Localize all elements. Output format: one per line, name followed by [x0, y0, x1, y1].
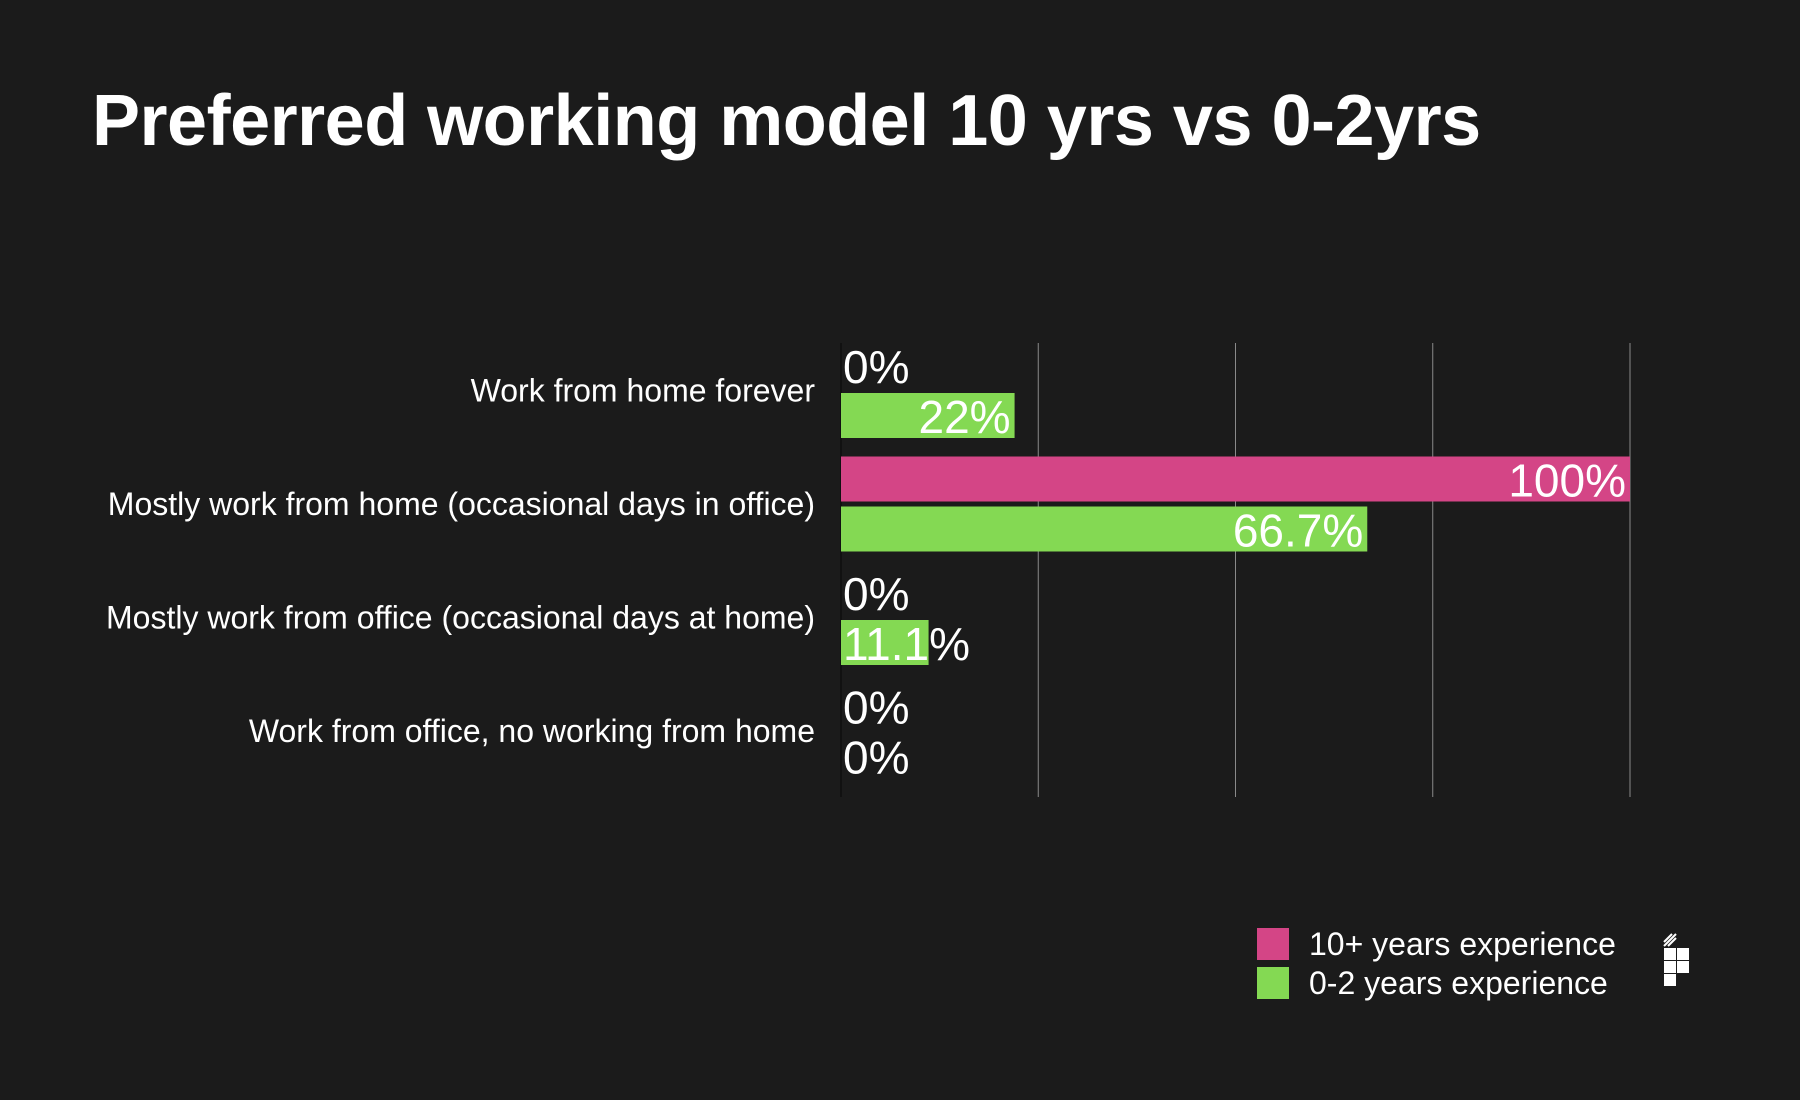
data-label: 0%: [843, 682, 909, 734]
data-label: 0%: [843, 568, 909, 620]
data-label: 22%: [919, 391, 1011, 443]
category-label: Mostly work from home (occasional days i…: [108, 486, 815, 522]
legend-swatch: [1257, 967, 1289, 999]
legend-entry: 0-2 years experience: [1309, 965, 1608, 1001]
bar: [841, 506, 1368, 552]
category-label: Work from office, no working from home: [249, 713, 815, 749]
pixel-grid-logo-icon: [1663, 933, 1689, 986]
chart-title: Preferred working model 10 yrs vs 0-2yrs: [92, 81, 1481, 161]
data-label: 11.1%: [843, 618, 970, 670]
data-label: 100%: [1508, 455, 1626, 507]
data-label: 0%: [843, 341, 909, 393]
legend-entry: 10+ years experience: [1309, 926, 1616, 962]
category-label: Mostly work from office (occasional days…: [106, 600, 815, 636]
bar: [841, 620, 929, 665]
category-label: Work from home forever: [471, 373, 816, 409]
bar: [841, 456, 1630, 502]
labels: Work from home forever 0%22%Mostly work f…: [106, 341, 1626, 784]
data-label: 66.7%: [1233, 505, 1363, 557]
bar: [841, 393, 1015, 438]
bars: [841, 393, 1630, 665]
data-label: 0%: [843, 732, 909, 784]
legend-swatch: [1257, 928, 1289, 960]
